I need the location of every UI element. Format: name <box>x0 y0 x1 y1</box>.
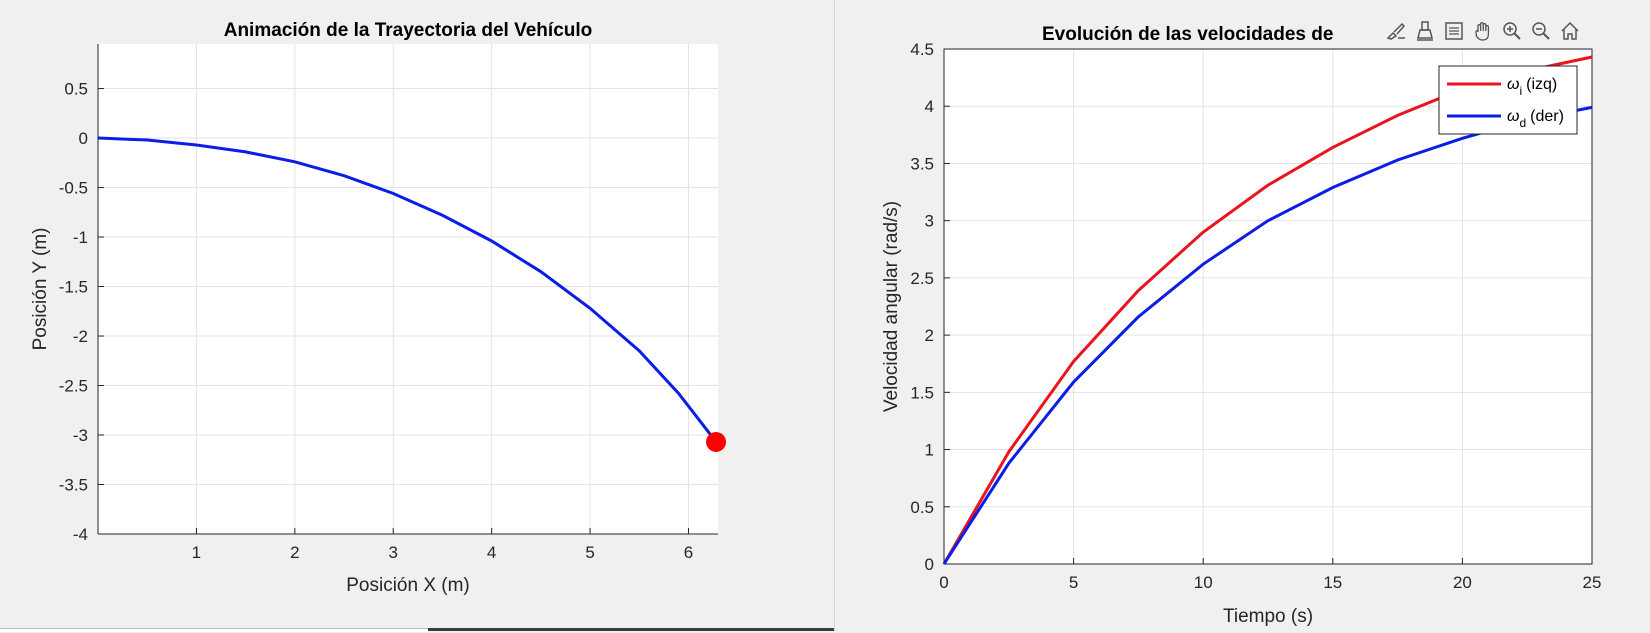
y-tick-label: -3.5 <box>59 476 88 495</box>
bottom-edge-left <box>0 628 428 632</box>
x-tick-label: 15 <box>1323 573 1342 592</box>
zoom-in-icon <box>1503 22 1521 40</box>
legend: ωi (izq)ωd (der) <box>1438 65 1578 135</box>
y-tick-label: 0 <box>79 129 88 148</box>
axes-toolbar <box>1383 18 1583 44</box>
y-tick-label: 0 <box>925 555 934 574</box>
home-icon <box>1561 21 1579 40</box>
x-tick-label: 5 <box>585 543 594 562</box>
legend-subscript: d <box>1519 116 1526 130</box>
y-tick-label: 3 <box>925 212 934 231</box>
y-tick-label: 4.5 <box>910 40 934 59</box>
y-tick-label: 2.5 <box>910 269 934 288</box>
y-axis-label: Velocidad angular (rad/s) <box>881 201 902 412</box>
chart-title: Evolución de las velocidades de <box>1042 24 1333 45</box>
y-tick-label: 0.5 <box>64 80 88 99</box>
y-tick-label: 1.5 <box>910 383 934 402</box>
legend-symbol: ω <box>1507 108 1519 125</box>
legend-suffix: (der) <box>1530 108 1564 125</box>
legend-symbol: ω <box>1507 76 1519 93</box>
x-tick-label: 25 <box>1583 573 1602 592</box>
x-tick-label: 3 <box>389 543 398 562</box>
x-tick-label: 1 <box>192 543 201 562</box>
legend-button[interactable] <box>1441 18 1467 44</box>
y-tick-label: -4 <box>73 525 88 544</box>
zoom-out-icon <box>1532 22 1550 40</box>
data-tips-button[interactable] <box>1412 18 1438 44</box>
y-tick-label: 3.5 <box>910 154 934 173</box>
vehicle-position-marker <box>706 431 727 452</box>
y-tick-label: -2.5 <box>59 377 88 396</box>
y-tick-label: -3 <box>73 426 88 445</box>
legend-label: ωd (der) <box>1507 108 1564 130</box>
legend-icon <box>1445 22 1463 40</box>
plot-area <box>944 49 1592 564</box>
y-tick-label: -1.5 <box>59 278 88 297</box>
x-tick-label: 4 <box>487 543 496 562</box>
right-figure-panel: 0 5 10 15 20 25 0 0.5 1 1.5 2 2.5 3 3.5 4 4.5 Evolución … <box>834 0 1650 631</box>
axes-box <box>943 48 1593 565</box>
home-button[interactable] <box>1557 18 1583 44</box>
legend-subscript: i <box>1519 84 1522 98</box>
y-tick-label: -0.5 <box>59 179 88 198</box>
legend-suffix: (izq) <box>1526 76 1557 93</box>
pan-button[interactable] <box>1470 18 1496 44</box>
y-tick-label: 0.5 <box>910 498 934 517</box>
x-tick-label: 6 <box>684 543 693 562</box>
x-tick-label: 10 <box>1194 573 1213 592</box>
trajectory-line <box>97 136 715 439</box>
brush-icon <box>1386 22 1406 40</box>
y-tick-label: 1 <box>925 441 934 460</box>
x-tick-label: 20 <box>1453 573 1472 592</box>
brush-button[interactable] <box>1383 18 1409 44</box>
chart-title: Animación de la Trayectoria del Vehículo <box>224 20 593 41</box>
y-tick-label: 4 <box>925 97 934 116</box>
data-tips-icon <box>1417 21 1433 41</box>
x-tick-label: 5 <box>1069 573 1078 592</box>
y-tick-label: -1 <box>73 228 88 247</box>
y-tick-label: -2 <box>73 327 88 346</box>
x-axis-label: Tiempo (s) <box>1223 606 1313 627</box>
zoom-out-button[interactable] <box>1528 18 1554 44</box>
bottom-edge-divider <box>428 628 834 631</box>
x-tick-label: 0 <box>939 573 948 592</box>
x-axis-label: Posición X (m) <box>346 575 470 596</box>
zoom-in-button[interactable] <box>1499 18 1525 44</box>
velocity-chart: 0 5 10 15 20 25 0 0.5 1 1.5 2 2.5 3 3.5 4 4.5 Evolución … <box>881 24 1602 627</box>
x-tick-label: 2 <box>290 543 299 562</box>
y-axis-label: Posición Y (m) <box>30 228 51 351</box>
left-figure-panel: 1 2 3 4 5 6 0.5 0 -0.5 -1 -1.5 -2 -2.5 -3 -3.5 -4 Animac… <box>30 20 727 596</box>
y-tick-label: 2 <box>925 326 934 345</box>
trajectory-chart: 1 2 3 4 5 6 0.5 0 -0.5 -1 -1.5 -2 -2.5 -3 -3.5 -4 Animac… <box>30 20 727 596</box>
legend-box <box>1438 65 1578 135</box>
legend-label: ωi (izq) <box>1507 76 1557 98</box>
plot-area <box>98 44 718 534</box>
pan-icon <box>1475 22 1490 41</box>
